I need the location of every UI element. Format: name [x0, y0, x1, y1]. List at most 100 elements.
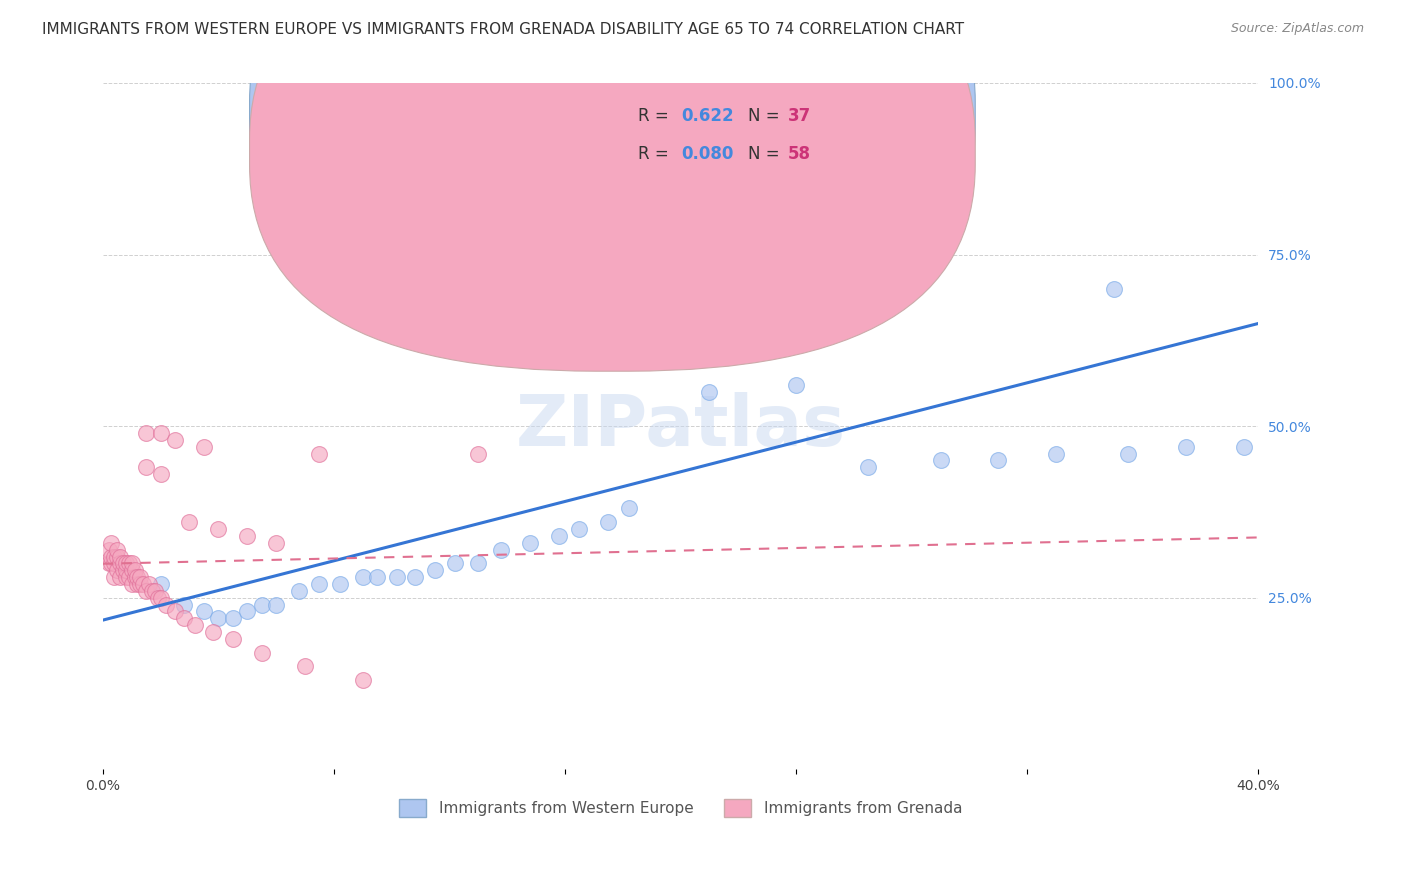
Point	[163, 604, 186, 618]
Point	[264, 598, 287, 612]
Point	[135, 425, 157, 440]
Point	[100, 557, 122, 571]
Point	[149, 425, 172, 440]
Text: R =: R =	[638, 107, 673, 125]
Point	[146, 591, 169, 605]
Point	[127, 570, 149, 584]
Point	[179, 515, 201, 529]
Point	[105, 549, 128, 564]
Point	[264, 536, 287, 550]
Point	[97, 542, 120, 557]
Text: 0.622: 0.622	[682, 107, 734, 125]
Point	[329, 577, 352, 591]
Point	[141, 583, 163, 598]
Point	[1045, 446, 1067, 460]
Point	[858, 460, 880, 475]
Point	[105, 563, 128, 577]
Point	[250, 646, 273, 660]
Point	[124, 563, 146, 577]
Point	[222, 611, 245, 625]
Point	[785, 378, 807, 392]
Point	[115, 557, 138, 571]
Point	[135, 583, 157, 598]
FancyBboxPatch shape	[249, 0, 976, 334]
Point	[118, 557, 141, 571]
Point	[929, 453, 952, 467]
Point	[111, 557, 134, 571]
Text: N =: N =	[748, 145, 785, 162]
Point	[308, 446, 330, 460]
Text: 0.080: 0.080	[682, 145, 734, 162]
Point	[800, 178, 823, 193]
Point	[103, 557, 125, 571]
Point	[294, 659, 316, 673]
Point	[548, 529, 571, 543]
Point	[184, 618, 207, 632]
Point	[519, 536, 541, 550]
Point	[404, 570, 426, 584]
Point	[683, 96, 706, 111]
Point	[366, 570, 388, 584]
Point	[1233, 440, 1256, 454]
Point	[103, 570, 125, 584]
Point	[207, 522, 229, 536]
Text: R =: R =	[638, 145, 673, 162]
Point	[250, 598, 273, 612]
Text: 37: 37	[787, 107, 811, 125]
Point	[467, 446, 489, 460]
Point	[124, 570, 146, 584]
Point	[127, 577, 149, 591]
Point	[149, 467, 172, 482]
Point	[121, 557, 143, 571]
Point	[163, 433, 186, 447]
Point	[138, 577, 160, 591]
Point	[987, 453, 1010, 467]
Point	[568, 522, 591, 536]
Point	[201, 625, 224, 640]
Point	[108, 570, 131, 584]
Point	[699, 384, 721, 399]
Text: IMMIGRANTS FROM WESTERN EUROPE VS IMMIGRANTS FROM GRENADA DISABILITY AGE 65 TO 7: IMMIGRANTS FROM WESTERN EUROPE VS IMMIGR…	[42, 22, 965, 37]
Point	[100, 536, 122, 550]
Point	[105, 542, 128, 557]
Point	[149, 577, 172, 591]
Point	[222, 632, 245, 646]
Point	[207, 611, 229, 625]
Text: ZIPatlas: ZIPatlas	[516, 392, 845, 460]
Point	[617, 501, 640, 516]
Point	[135, 460, 157, 475]
Point	[444, 557, 467, 571]
Point	[467, 557, 489, 571]
Point	[111, 563, 134, 577]
Point	[143, 583, 166, 598]
Point	[121, 563, 143, 577]
Point	[149, 591, 172, 605]
Point	[598, 515, 620, 529]
Point	[129, 577, 152, 591]
Point	[423, 563, 446, 577]
Point	[236, 604, 259, 618]
Point	[173, 598, 195, 612]
Point	[491, 542, 513, 557]
Point	[1118, 446, 1140, 460]
Point	[118, 570, 141, 584]
Text: N =: N =	[748, 107, 785, 125]
Point	[1102, 282, 1125, 296]
Point	[132, 577, 155, 591]
Point	[115, 570, 138, 584]
Point	[352, 673, 374, 687]
Point	[100, 549, 122, 564]
Text: 58: 58	[787, 145, 811, 162]
Legend: Immigrants from Western Europe, Immigrants from Grenada: Immigrants from Western Europe, Immigran…	[392, 793, 969, 823]
Point	[655, 96, 678, 111]
Point	[97, 557, 120, 571]
Point	[352, 570, 374, 584]
Point	[155, 598, 177, 612]
Point	[1175, 440, 1198, 454]
Point	[108, 557, 131, 571]
Point	[103, 549, 125, 564]
Point	[387, 570, 409, 584]
Text: Source: ZipAtlas.com: Source: ZipAtlas.com	[1230, 22, 1364, 36]
Point	[121, 577, 143, 591]
Point	[129, 570, 152, 584]
